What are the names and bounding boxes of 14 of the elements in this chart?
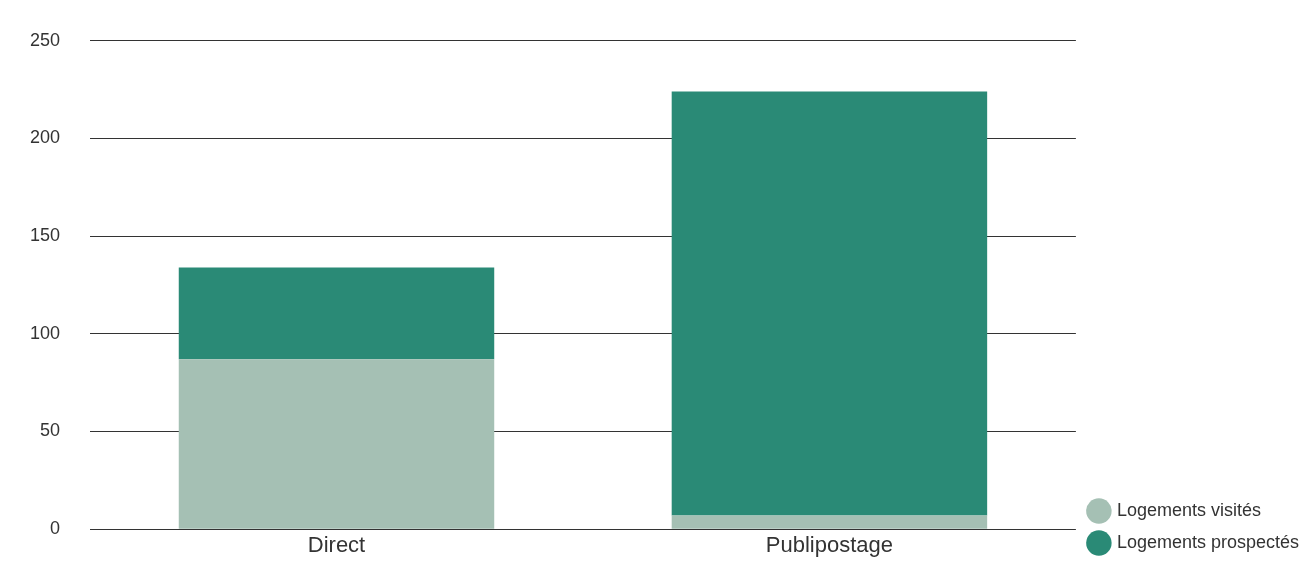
bar — [178, 359, 495, 529]
legend-label: Logements prospectés — [1116, 531, 1299, 552]
y-tick-label: 0 — [50, 518, 61, 539]
x-tick-label: Direct — [307, 532, 366, 558]
legend-label: Logements visités — [1116, 499, 1261, 520]
y-tick-label: 200 — [29, 127, 61, 148]
y-tick-label: 250 — [29, 29, 61, 50]
bar — [671, 91, 988, 516]
bar — [671, 515, 988, 529]
y-tick-label: 150 — [29, 225, 61, 246]
y-tick-label: 50 — [40, 420, 61, 441]
x-tick-label: Publipostage — [765, 532, 894, 558]
bar — [178, 267, 495, 360]
y-tick-label: 100 — [29, 322, 61, 343]
